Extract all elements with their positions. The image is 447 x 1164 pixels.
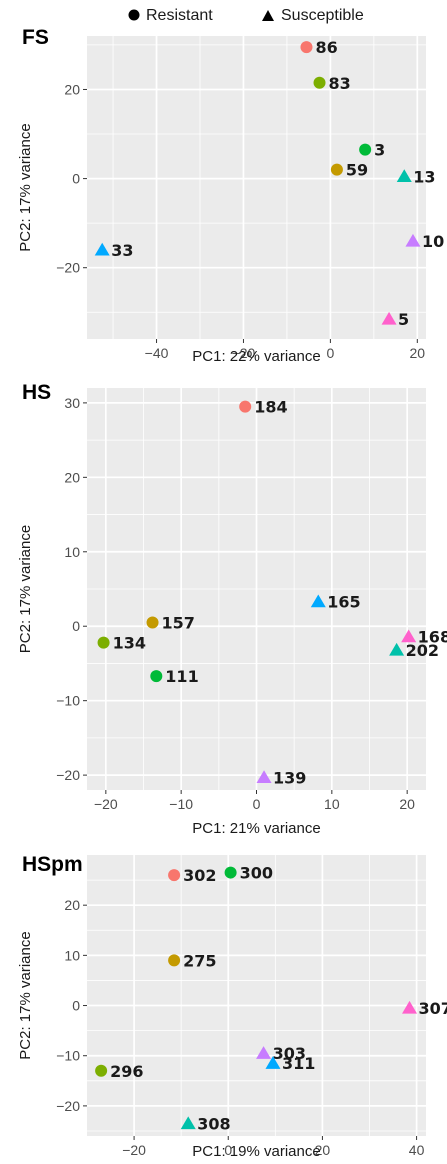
y-tick-label: −20 <box>56 767 80 783</box>
point-label: 157 <box>162 614 195 633</box>
point-label: 275 <box>183 951 216 970</box>
data-point-circle <box>300 41 313 54</box>
y-tick-label: 10 <box>64 947 80 963</box>
data-point-triangle <box>180 1116 196 1130</box>
data-point-circle <box>239 400 252 413</box>
data-point-triangle <box>94 242 110 256</box>
x-tick-label: 20 <box>399 796 415 812</box>
x-axis-title: PC1: 22% variance <box>192 348 320 365</box>
x-tick-label: 0 <box>224 1142 232 1158</box>
point-label: 184 <box>254 398 287 417</box>
panel-fs: −40 −20 0 20 −20 0 20 FS PC1: 22% variance PC2: 1… <box>17 26 444 365</box>
data-point-circle <box>313 76 326 89</box>
point-label: 5 <box>398 310 409 329</box>
data-point-triangle <box>402 1000 418 1014</box>
data-point-circle <box>168 954 181 967</box>
x-tick-label: −10 <box>169 796 193 812</box>
y-tick-label: 30 <box>64 395 80 411</box>
data-point-triangle <box>401 629 417 643</box>
panel-hs: −20 −10 0 10 20 −20 −10 0 10 20 30 HS PC1: 21% varia… <box>17 381 447 837</box>
data-point-circle <box>224 866 237 879</box>
point-label: 111 <box>165 667 198 686</box>
point-label: 10 <box>422 232 444 251</box>
y-tick-label: 20 <box>64 469 80 485</box>
point-label: 83 <box>329 74 351 93</box>
y-tick-label: 0 <box>72 998 80 1014</box>
x-tick-label: −40 <box>145 345 169 361</box>
data-point-circle <box>168 869 181 882</box>
x-tick-label: −20 <box>122 1142 146 1158</box>
y-tick-label: 0 <box>72 171 80 187</box>
x-axis-title: PC1: 21% variance <box>192 820 320 837</box>
y-tick-label: 10 <box>64 544 80 560</box>
point-label: 33 <box>111 241 133 260</box>
point-label: 134 <box>113 634 146 653</box>
data-point-circle <box>95 1064 108 1077</box>
data-point-triangle <box>310 594 326 608</box>
legend-label-resistant: Resistant <box>146 7 213 24</box>
plot-background <box>87 855 426 1136</box>
data-point-triangle <box>381 311 397 325</box>
point-label: 3 <box>374 141 385 160</box>
panels: −40 −20 0 20 −20 0 20 FS PC1: 22% variance PC2: 1… <box>17 26 447 1160</box>
panel-title: FS <box>22 26 49 49</box>
legend-circle-icon <box>128 9 140 21</box>
point-label: 302 <box>183 866 216 885</box>
x-tick-label: 20 <box>315 1142 331 1158</box>
x-tick-label: 10 <box>324 796 340 812</box>
point-label: 139 <box>273 768 306 787</box>
point-label: 168 <box>418 628 447 647</box>
panel-title: HSpm <box>22 853 83 876</box>
y-tick-label: 20 <box>64 81 80 97</box>
point-label: 300 <box>240 864 273 883</box>
point-label: 165 <box>327 593 360 612</box>
point-label: 202 <box>406 641 439 660</box>
y-tick-label: 0 <box>72 618 80 634</box>
point-label: 307 <box>419 999 447 1018</box>
data-point-circle <box>330 163 343 176</box>
y-tick-label: −20 <box>56 260 80 276</box>
data-point-triangle <box>389 642 405 656</box>
y-axis-title: PC2: 17% variance <box>17 931 34 1059</box>
point-label: 296 <box>110 1062 143 1081</box>
data-point-circle <box>97 636 110 649</box>
x-tick-label: 20 <box>410 345 426 361</box>
data-point-triangle <box>405 233 421 247</box>
panel-hspm: −20 0 20 40 −20 −10 0 10 20 HSpm PC1: 19% variance… <box>17 853 447 1160</box>
data-point-circle <box>146 616 159 629</box>
y-tick-label: 20 <box>64 897 80 913</box>
data-point-triangle <box>265 1056 281 1069</box>
point-label: 303 <box>273 1044 306 1063</box>
data-point-triangle <box>396 169 412 182</box>
point-label: 13 <box>413 167 435 186</box>
data-point-triangle <box>256 1046 272 1059</box>
point-label: 59 <box>346 161 368 180</box>
legend: Resistant Susceptible <box>128 7 364 24</box>
point-label: 308 <box>197 1114 230 1133</box>
x-tick-label: 40 <box>409 1142 425 1158</box>
x-axis-title: PC1: 19% variance <box>192 1143 320 1160</box>
y-tick-label: −10 <box>56 1048 80 1064</box>
x-tick-label: −20 <box>94 796 118 812</box>
legend-triangle-icon <box>262 10 274 21</box>
legend-label-susceptible: Susceptible <box>281 7 364 24</box>
y-axis-title: PC2: 17% variance <box>17 123 34 251</box>
point-label: 86 <box>315 38 337 57</box>
point-label: 311 <box>282 1054 315 1073</box>
data-point-triangle <box>256 770 272 783</box>
plot-background <box>87 36 426 339</box>
x-tick-label: 0 <box>326 345 334 361</box>
data-point-circle <box>359 143 372 156</box>
y-tick-label: −10 <box>56 693 80 709</box>
y-tick-label: −20 <box>56 1098 80 1114</box>
data-point-circle <box>150 670 163 683</box>
y-axis-title: PC2: 17% variance <box>17 525 34 653</box>
panel-title: HS <box>22 381 51 404</box>
x-tick-label: −20 <box>232 345 256 361</box>
x-tick-label: 0 <box>253 796 261 812</box>
